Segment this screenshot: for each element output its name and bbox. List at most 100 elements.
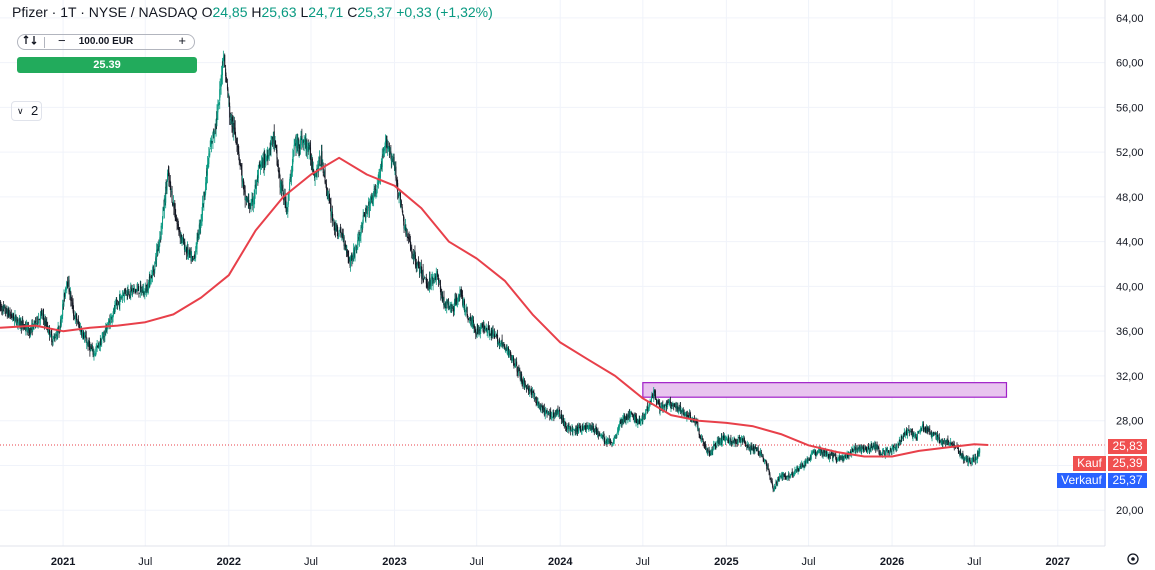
candle-body <box>527 386 529 389</box>
candle-body <box>57 332 59 336</box>
candle-body <box>403 215 405 222</box>
candle-body <box>847 453 849 457</box>
candle-body <box>152 270 154 277</box>
candle-body <box>713 444 715 446</box>
resistance-zone[interactable] <box>642 382 1008 398</box>
candle-body <box>944 440 946 442</box>
candle-body <box>513 363 515 365</box>
candle-body <box>828 454 830 459</box>
candle-body <box>187 252 189 255</box>
candle-body <box>831 452 833 454</box>
candle-body <box>494 335 496 337</box>
candle-body <box>189 249 191 255</box>
decrease-button[interactable]: − <box>58 33 66 48</box>
quantity-value[interactable]: 100.00 EUR <box>78 36 134 47</box>
candle-body <box>47 330 49 332</box>
candle-body <box>226 77 228 83</box>
candle-body <box>543 406 545 409</box>
candle-body <box>130 285 132 289</box>
candle-body <box>439 280 441 289</box>
candle-body <box>171 191 173 203</box>
candle-body <box>965 458 967 460</box>
candle-body <box>688 416 690 418</box>
candle-body <box>748 444 750 449</box>
candle-body <box>505 347 507 350</box>
candle-body <box>829 453 831 455</box>
candle-body <box>258 165 260 168</box>
low-value: 24,71 <box>308 4 344 20</box>
candle-body <box>951 443 953 445</box>
candle-body <box>175 215 177 220</box>
candle-body <box>423 279 425 280</box>
candle-body <box>566 429 568 431</box>
candle-body <box>929 428 931 435</box>
candle-body <box>106 328 108 331</box>
candle-body <box>336 225 338 232</box>
candle-body <box>453 302 455 312</box>
candle-body <box>289 176 291 181</box>
buy-button[interactable]: 25.39 <box>17 57 197 73</box>
candle-body <box>325 181 327 183</box>
candle-body <box>592 426 594 430</box>
candle-body <box>399 192 401 196</box>
candle-body <box>230 116 232 122</box>
candle-body <box>348 256 350 262</box>
settings-icon[interactable] <box>1127 553 1139 565</box>
candle-body <box>18 318 20 322</box>
candle-body <box>98 342 100 348</box>
quantity-stepper[interactable]: − 100.00 EUR + <box>17 33 195 50</box>
candle-body <box>796 467 798 470</box>
candle-body <box>280 183 282 187</box>
candle-body <box>306 140 308 152</box>
candle-body <box>734 439 736 442</box>
candle-body <box>793 473 795 475</box>
candle-body <box>854 446 856 451</box>
candle-body <box>318 159 320 172</box>
symbol-title[interactable]: Pfizer · 1T · NYSE / NASDAQ <box>12 4 198 20</box>
candle-body <box>781 474 783 476</box>
swap-icon[interactable] <box>23 34 41 50</box>
candle-body <box>275 145 277 151</box>
candle-body <box>260 162 262 166</box>
increase-button[interactable]: + <box>178 33 186 48</box>
candle-body <box>958 451 960 452</box>
zone-rect <box>642 382 1008 398</box>
candle-body <box>919 430 921 432</box>
candle-body <box>529 390 531 393</box>
candle-body <box>187 247 189 256</box>
candle-body <box>300 137 302 140</box>
candle-body <box>114 306 116 312</box>
candle-body <box>441 293 443 299</box>
candle-body <box>289 182 291 191</box>
candle-body <box>570 430 572 432</box>
candle-body <box>95 349 97 354</box>
candle-body <box>701 438 703 441</box>
candle-body <box>220 83 222 86</box>
candle-body <box>117 302 119 305</box>
candle-body <box>740 438 742 440</box>
candle-body <box>241 170 243 182</box>
candle-body <box>632 414 634 415</box>
candle-body <box>398 195 400 197</box>
candle-body <box>906 429 908 436</box>
candle-body <box>290 172 292 179</box>
candle-body <box>214 131 216 135</box>
candle-body <box>698 428 700 435</box>
candle-body <box>265 157 267 161</box>
candle-body <box>763 458 765 462</box>
indicators-toggle[interactable]: ∨ 2 <box>11 101 42 121</box>
candle-body <box>805 461 807 464</box>
chart-legend: Pfizer · 1T · NYSE / NASDAQ O24,85 H25,6… <box>12 4 493 20</box>
candle-body <box>452 307 454 309</box>
candle-body <box>343 237 345 247</box>
candle-body <box>829 454 831 456</box>
candle-body <box>664 404 666 407</box>
candle-body <box>275 140 277 147</box>
candle-body <box>947 439 949 443</box>
last-price-tag: 25,83 <box>1108 439 1147 454</box>
candle-body <box>860 446 862 452</box>
candle-body <box>177 224 179 227</box>
candle-body <box>661 405 663 408</box>
candle-body <box>22 321 24 327</box>
